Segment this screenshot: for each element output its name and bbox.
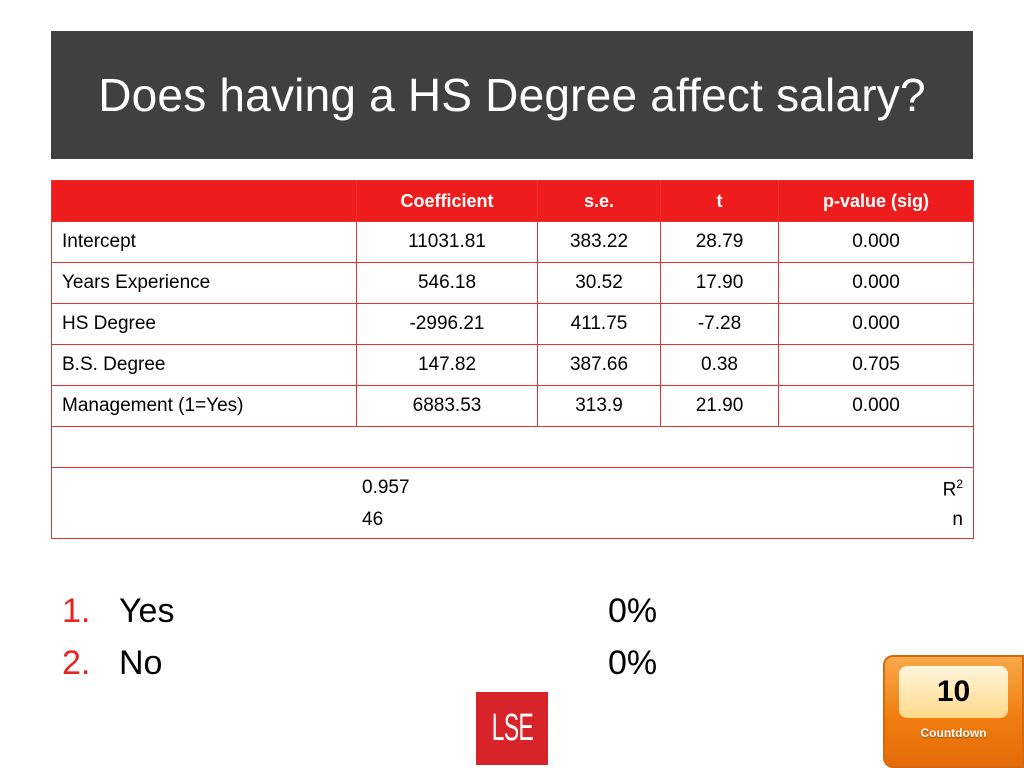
answer-option-yes[interactable]: 1. Yes 0%	[62, 592, 682, 644]
se-cell: 411.75	[537, 303, 661, 345]
coefficient-cell: 546.18	[356, 262, 538, 304]
table-header-row: Coefficient s.e. t p-value (sig)	[51, 180, 974, 222]
coefficient-cell: 6883.53	[356, 385, 538, 427]
slide-title: Does having a HS Degree affect salary?	[98, 69, 926, 121]
se-cell: 30.52	[537, 262, 661, 304]
countdown-label: Countdown	[920, 726, 987, 740]
r-squared-label: R2	[942, 477, 963, 501]
answer-percent: 0%	[608, 644, 658, 682]
title-bar: Does having a HS Degree affect salary?	[51, 31, 973, 159]
table-row: Years Experience 546.18 30.52 17.90 0.00…	[51, 262, 974, 304]
countdown-display: 10	[899, 666, 1008, 718]
r-squared-value: 0.957	[362, 477, 410, 498]
stats-row: R2 0.957 n 46	[51, 467, 974, 539]
logo-text: LSE	[491, 707, 533, 749]
header-t: t	[660, 180, 779, 222]
t-cell: 28.79	[660, 221, 779, 263]
countdown-widget[interactable]: 10 Countdown	[883, 655, 1024, 768]
n-label: n	[952, 509, 963, 530]
answer-index: 1.	[62, 592, 91, 630]
p-value-cell: 0.000	[778, 303, 974, 345]
lse-logo: LSE	[476, 692, 548, 765]
stats-cell: R2 0.957 n 46	[51, 467, 974, 539]
answer-label: No	[119, 644, 163, 682]
header-blank	[51, 180, 357, 222]
regression-table: Coefficient s.e. t p-value (sig) Interce…	[51, 180, 974, 539]
header-p-value: p-value (sig)	[778, 180, 974, 222]
t-cell: 17.90	[660, 262, 779, 304]
coefficient-cell: 147.82	[356, 344, 538, 386]
table-row: Management (1=Yes) 6883.53 313.9 21.90 0…	[51, 385, 974, 427]
row-label: HS Degree	[51, 303, 357, 345]
row-label: Management (1=Yes)	[51, 385, 357, 427]
row-label: Years Experience	[51, 262, 357, 304]
p-value-cell: 0.000	[778, 385, 974, 427]
countdown-value: 10	[936, 675, 971, 708]
p-value-cell: 0.000	[778, 262, 974, 304]
answer-option-no[interactable]: 2. No 0%	[62, 644, 682, 696]
table-row: B.S. Degree 147.82 387.66 0.38 0.705	[51, 344, 974, 386]
coefficient-cell: 11031.81	[356, 221, 538, 263]
t-cell: 21.90	[660, 385, 779, 427]
se-cell: 387.66	[537, 344, 661, 386]
se-cell: 313.9	[537, 385, 661, 427]
answer-list: 1. Yes 0% 2. No 0%	[62, 592, 682, 696]
table-row: Intercept 11031.81 383.22 28.79 0.000	[51, 221, 974, 263]
t-cell: -7.28	[660, 303, 779, 345]
table-row: HS Degree -2996.21 411.75 -7.28 0.000	[51, 303, 974, 345]
coefficient-cell: -2996.21	[356, 303, 538, 345]
n-value: 46	[362, 509, 384, 530]
model-stats: R2 0.957 n 46	[52, 468, 973, 538]
row-label: Intercept	[51, 221, 357, 263]
t-cell: 0.38	[660, 344, 779, 386]
header-coefficient: Coefficient	[356, 180, 538, 222]
empty-cell	[51, 426, 974, 468]
p-value-cell: 0.705	[778, 344, 974, 386]
row-label: B.S. Degree	[51, 344, 357, 386]
answer-index: 2.	[62, 644, 91, 682]
empty-row	[51, 426, 974, 468]
p-value-cell: 0.000	[778, 221, 974, 263]
se-cell: 383.22	[537, 221, 661, 263]
answer-label: Yes	[119, 592, 175, 630]
answer-percent: 0%	[608, 592, 658, 630]
header-se: s.e.	[537, 180, 661, 222]
